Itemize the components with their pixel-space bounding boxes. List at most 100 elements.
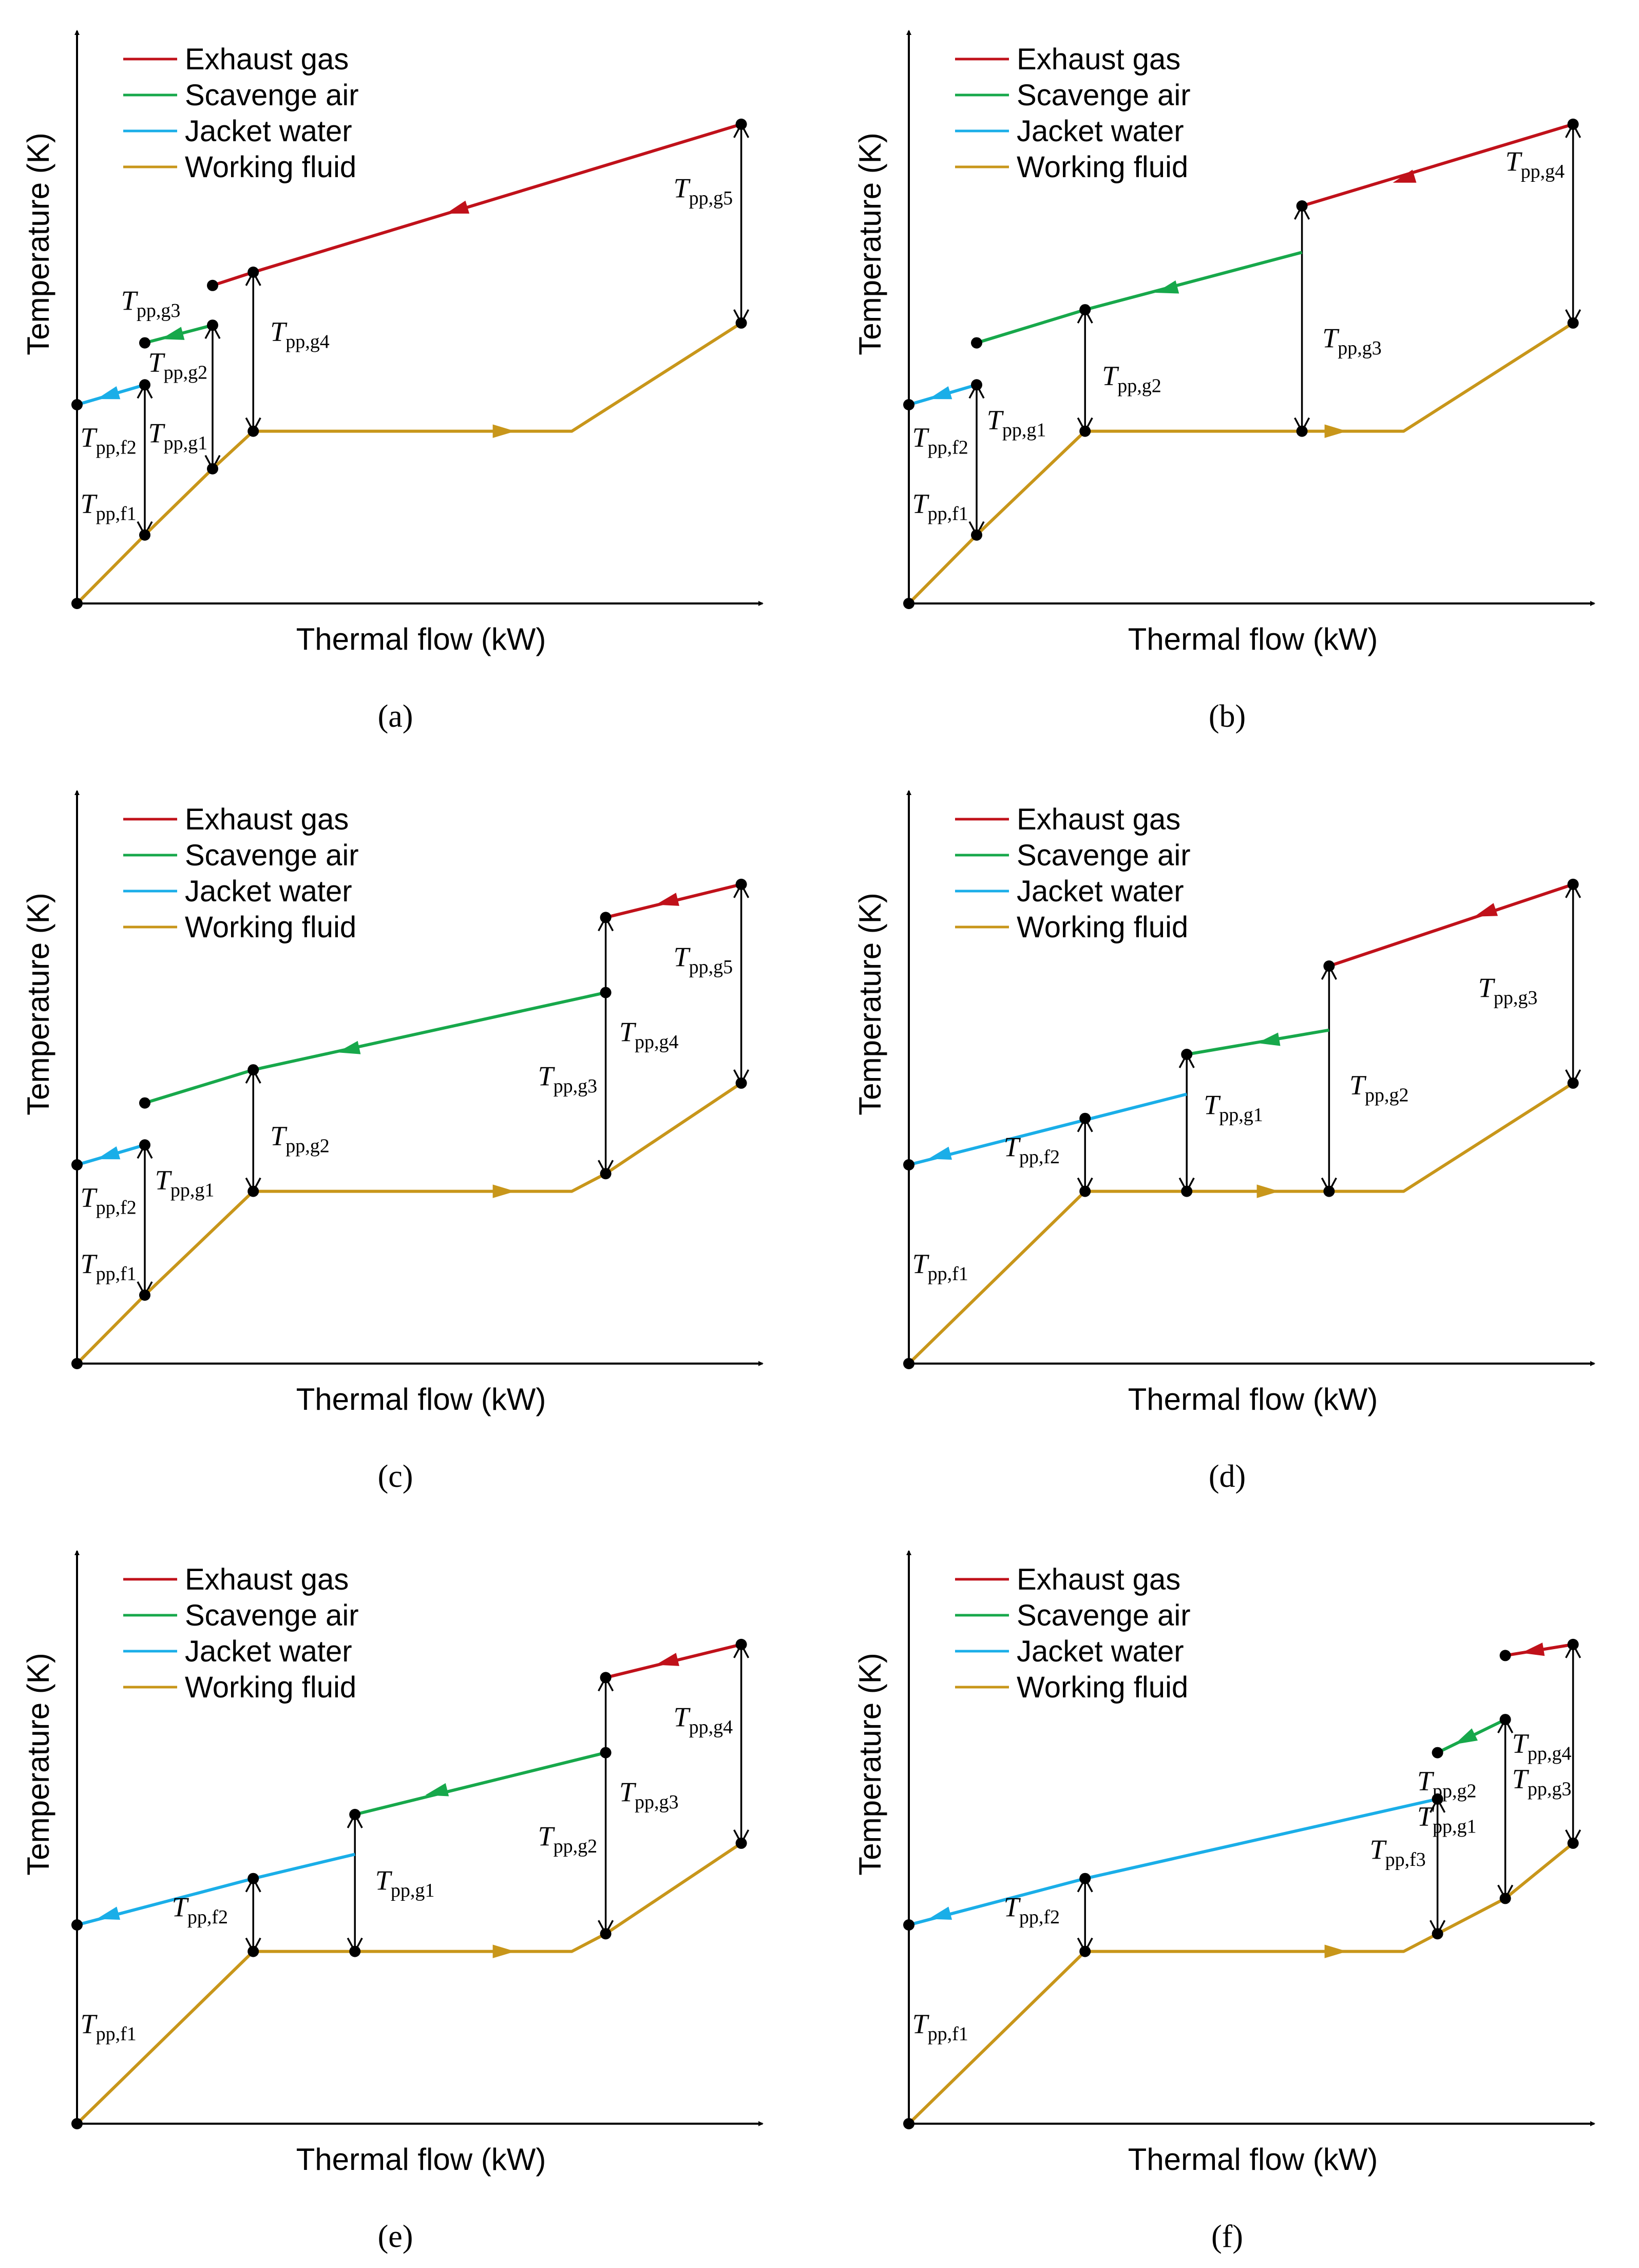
legend-label-jacket: Jacket water <box>185 1635 352 1668</box>
legend-label-working: Working fluid <box>185 150 356 184</box>
panel-b: Thermal flow (kW) Temperature (K) (b) Exhau… <box>853 30 1595 734</box>
working-fluid-curve <box>907 1082 1574 1365</box>
state-point <box>349 1809 361 1820</box>
state-point <box>735 1077 747 1089</box>
flow-direction-arrow <box>1393 169 1417 183</box>
state-point <box>903 1358 914 1369</box>
state-point <box>71 1159 83 1170</box>
panel-caption: (c) <box>378 1459 413 1494</box>
pinch-label: Tpp,f1 <box>912 1249 968 1285</box>
state-point <box>1079 425 1091 437</box>
state-point <box>1567 1638 1579 1650</box>
y-axis-label: Temperature (K) <box>21 1653 55 1875</box>
y-axis-label: Temperature (K) <box>21 133 55 355</box>
pinch-label: Tpp,g5 <box>674 941 733 978</box>
legend-label-jacket: Jacket water <box>185 115 352 148</box>
pinch-label: Tpp,g4 <box>619 1016 679 1053</box>
state-point <box>1432 1793 1443 1805</box>
state-point <box>1567 118 1579 130</box>
pinch-label: Tpp,f2 <box>81 1182 137 1219</box>
flow-direction-arrow <box>656 893 679 906</box>
state-point <box>207 319 218 331</box>
working-fluid-curve <box>907 322 1574 605</box>
state-point <box>1296 200 1308 212</box>
state-point <box>247 1873 259 1884</box>
state-point <box>1432 1928 1443 1940</box>
state-point <box>247 1064 259 1076</box>
state-point <box>735 1638 747 1650</box>
flow-direction-arrow <box>1256 1032 1281 1046</box>
legend-label-working: Working fluid <box>1017 1671 1188 1704</box>
flow-direction-arrow <box>161 327 185 340</box>
working-fluid-curve <box>75 322 742 605</box>
legend-label-scavenge: Scavenge air <box>185 839 359 872</box>
state-point <box>600 1928 612 1940</box>
flow-direction-arrow <box>425 1783 449 1797</box>
flow-direction-arrow <box>1256 1184 1280 1198</box>
flow-direction-arrow <box>928 386 952 400</box>
pinch-label: Tpp,g2 <box>148 347 208 384</box>
state-point <box>1432 1747 1443 1759</box>
pinch-label: Tpp,g3 <box>538 1061 598 1097</box>
pinch-label: Tpp,g1 <box>155 1164 215 1201</box>
panel-caption: (b) <box>1209 699 1246 734</box>
flow-direction-arrow <box>446 200 470 214</box>
working-fluid-curve <box>75 1082 742 1365</box>
legend-label-scavenge: Scavenge air <box>1017 839 1191 872</box>
legend-label-jacket: Jacket water <box>1017 115 1184 148</box>
pinch-label: Tpp,g1 <box>148 418 208 454</box>
state-point <box>1499 1714 1511 1726</box>
y-axis-label: Temperature (K) <box>853 133 887 355</box>
pinch-label: Tpp,f1 <box>912 488 968 525</box>
jacket-curve <box>908 1092 1187 1166</box>
working-fluid-curve <box>75 1842 742 2125</box>
x-axis-label: Thermal flow (kW) <box>1128 2142 1378 2177</box>
pinch-label: Tpp,g2 <box>270 1120 330 1157</box>
state-point <box>735 317 747 329</box>
exhaust-curve <box>1328 883 1574 968</box>
pinch-label: Tpp,g1 <box>987 404 1046 441</box>
state-point <box>600 1168 612 1180</box>
state-point <box>1296 425 1308 437</box>
state-point <box>71 2118 83 2129</box>
panel-caption: (d) <box>1209 1459 1246 1494</box>
x-axis-label: Thermal flow (kW) <box>296 622 546 656</box>
panel-a: Thermal flow (kW) Temperature (K) (a) Exhau… <box>21 30 764 734</box>
state-point <box>139 379 150 391</box>
legend-label-scavenge: Scavenge air <box>1017 79 1191 112</box>
state-point <box>1567 1837 1579 1849</box>
state-point <box>1079 1185 1091 1197</box>
legend-label-scavenge: Scavenge air <box>185 79 359 112</box>
legend-label-exhaust: Exhaust gas <box>1017 1563 1180 1596</box>
pinch-label: Tpp,g3 <box>1322 323 1382 359</box>
state-point <box>1499 1893 1511 1904</box>
legend-label-jacket: Jacket water <box>1017 1635 1184 1668</box>
pinch-label: Tpp,g4 <box>270 316 330 352</box>
state-point <box>139 1289 150 1301</box>
state-point <box>1181 1049 1193 1060</box>
legend-label-exhaust: Exhaust gas <box>185 1563 349 1596</box>
state-point <box>1323 1185 1335 1197</box>
state-point <box>1499 1650 1511 1661</box>
state-point <box>247 1945 259 1957</box>
pinch-label: Tpp,f2 <box>81 422 137 459</box>
state-point <box>1567 878 1579 890</box>
state-point <box>903 399 914 410</box>
state-point <box>139 1139 150 1151</box>
state-point <box>71 1919 83 1931</box>
state-point <box>139 529 150 541</box>
flow-direction-arrow <box>928 1146 952 1160</box>
flow-direction-arrow <box>1324 1944 1347 1958</box>
state-point <box>903 598 914 609</box>
state-point <box>207 463 218 475</box>
y-axis-label: Temperature (K) <box>21 893 55 1115</box>
state-point <box>600 912 612 923</box>
state-point <box>207 279 218 291</box>
panel-c: Thermal flow (kW) Temperature (K) (c) Exhau… <box>21 790 764 1494</box>
y-axis-label: Temperature (K) <box>853 1653 887 1875</box>
state-point <box>971 337 982 349</box>
scavenge-curve <box>1186 1028 1329 1056</box>
pinch-label: Tpp,g3 <box>619 1776 679 1813</box>
flow-direction-arrow <box>1474 903 1498 917</box>
